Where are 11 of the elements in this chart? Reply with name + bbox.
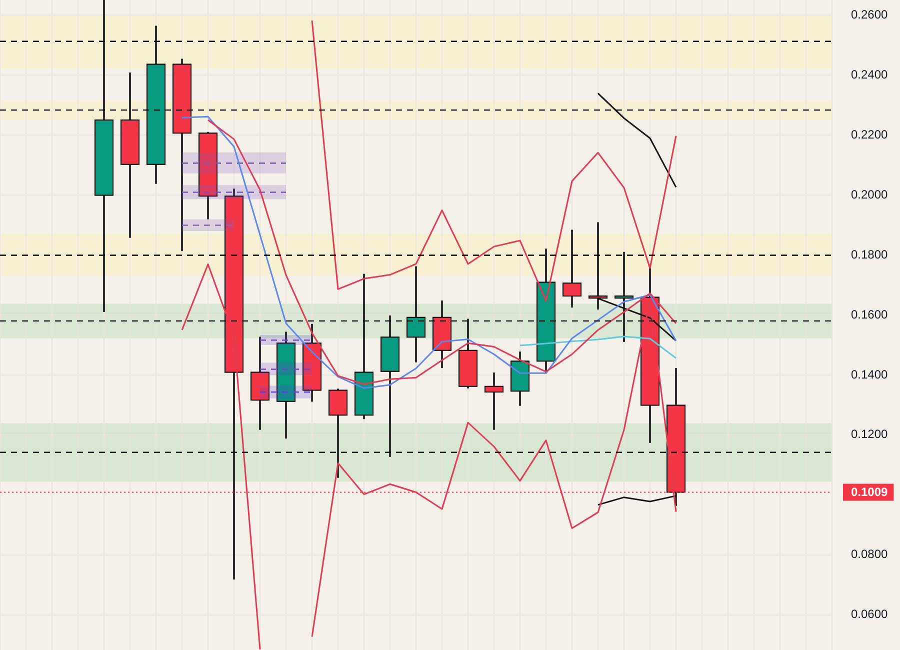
y-tick-label: 0.2000 xyxy=(851,187,888,202)
y-tick-label: 0.2400 xyxy=(851,67,888,82)
y-tick-label: 0.2200 xyxy=(851,127,888,142)
y-tick-label: 0.1200 xyxy=(851,427,888,442)
ref-line-label: 0.1009 xyxy=(851,485,888,500)
y-tick-label: 0.1600 xyxy=(851,307,888,322)
y-tick-label: 0.0600 xyxy=(851,607,888,622)
y-tick-label: 0.1400 xyxy=(851,367,888,382)
y-tick-label: 0.2600 xyxy=(851,7,888,22)
y-tick-label: 0.0800 xyxy=(851,547,888,562)
y-tick-label: 0.1800 xyxy=(851,247,888,262)
